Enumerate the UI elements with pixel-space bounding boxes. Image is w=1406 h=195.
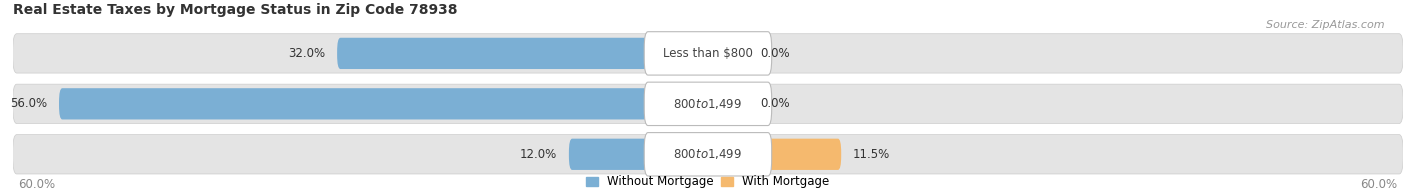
- FancyBboxPatch shape: [644, 32, 772, 75]
- Text: 11.5%: 11.5%: [853, 148, 890, 161]
- Text: Source: ZipAtlas.com: Source: ZipAtlas.com: [1267, 20, 1385, 29]
- FancyBboxPatch shape: [644, 133, 772, 176]
- Text: 0.0%: 0.0%: [761, 47, 790, 60]
- FancyBboxPatch shape: [569, 139, 709, 170]
- Text: $800 to $1,499: $800 to $1,499: [673, 147, 742, 161]
- Legend: Without Mortgage, With Mortgage: Without Mortgage, With Mortgage: [582, 171, 834, 193]
- FancyBboxPatch shape: [337, 38, 709, 69]
- FancyBboxPatch shape: [709, 38, 748, 69]
- Text: Real Estate Taxes by Mortgage Status in Zip Code 78938: Real Estate Taxes by Mortgage Status in …: [13, 3, 457, 17]
- FancyBboxPatch shape: [59, 88, 709, 120]
- FancyBboxPatch shape: [709, 139, 841, 170]
- Text: Less than $800: Less than $800: [664, 47, 752, 60]
- FancyBboxPatch shape: [13, 84, 1403, 123]
- FancyBboxPatch shape: [13, 34, 1403, 73]
- Text: 32.0%: 32.0%: [288, 47, 326, 60]
- Text: 56.0%: 56.0%: [10, 97, 48, 110]
- Text: 12.0%: 12.0%: [520, 148, 557, 161]
- Text: 0.0%: 0.0%: [761, 97, 790, 110]
- FancyBboxPatch shape: [709, 88, 748, 120]
- Text: 60.0%: 60.0%: [18, 178, 56, 191]
- FancyBboxPatch shape: [644, 82, 772, 126]
- Text: $800 to $1,499: $800 to $1,499: [673, 97, 742, 111]
- FancyBboxPatch shape: [13, 135, 1403, 174]
- Text: 60.0%: 60.0%: [1360, 178, 1398, 191]
